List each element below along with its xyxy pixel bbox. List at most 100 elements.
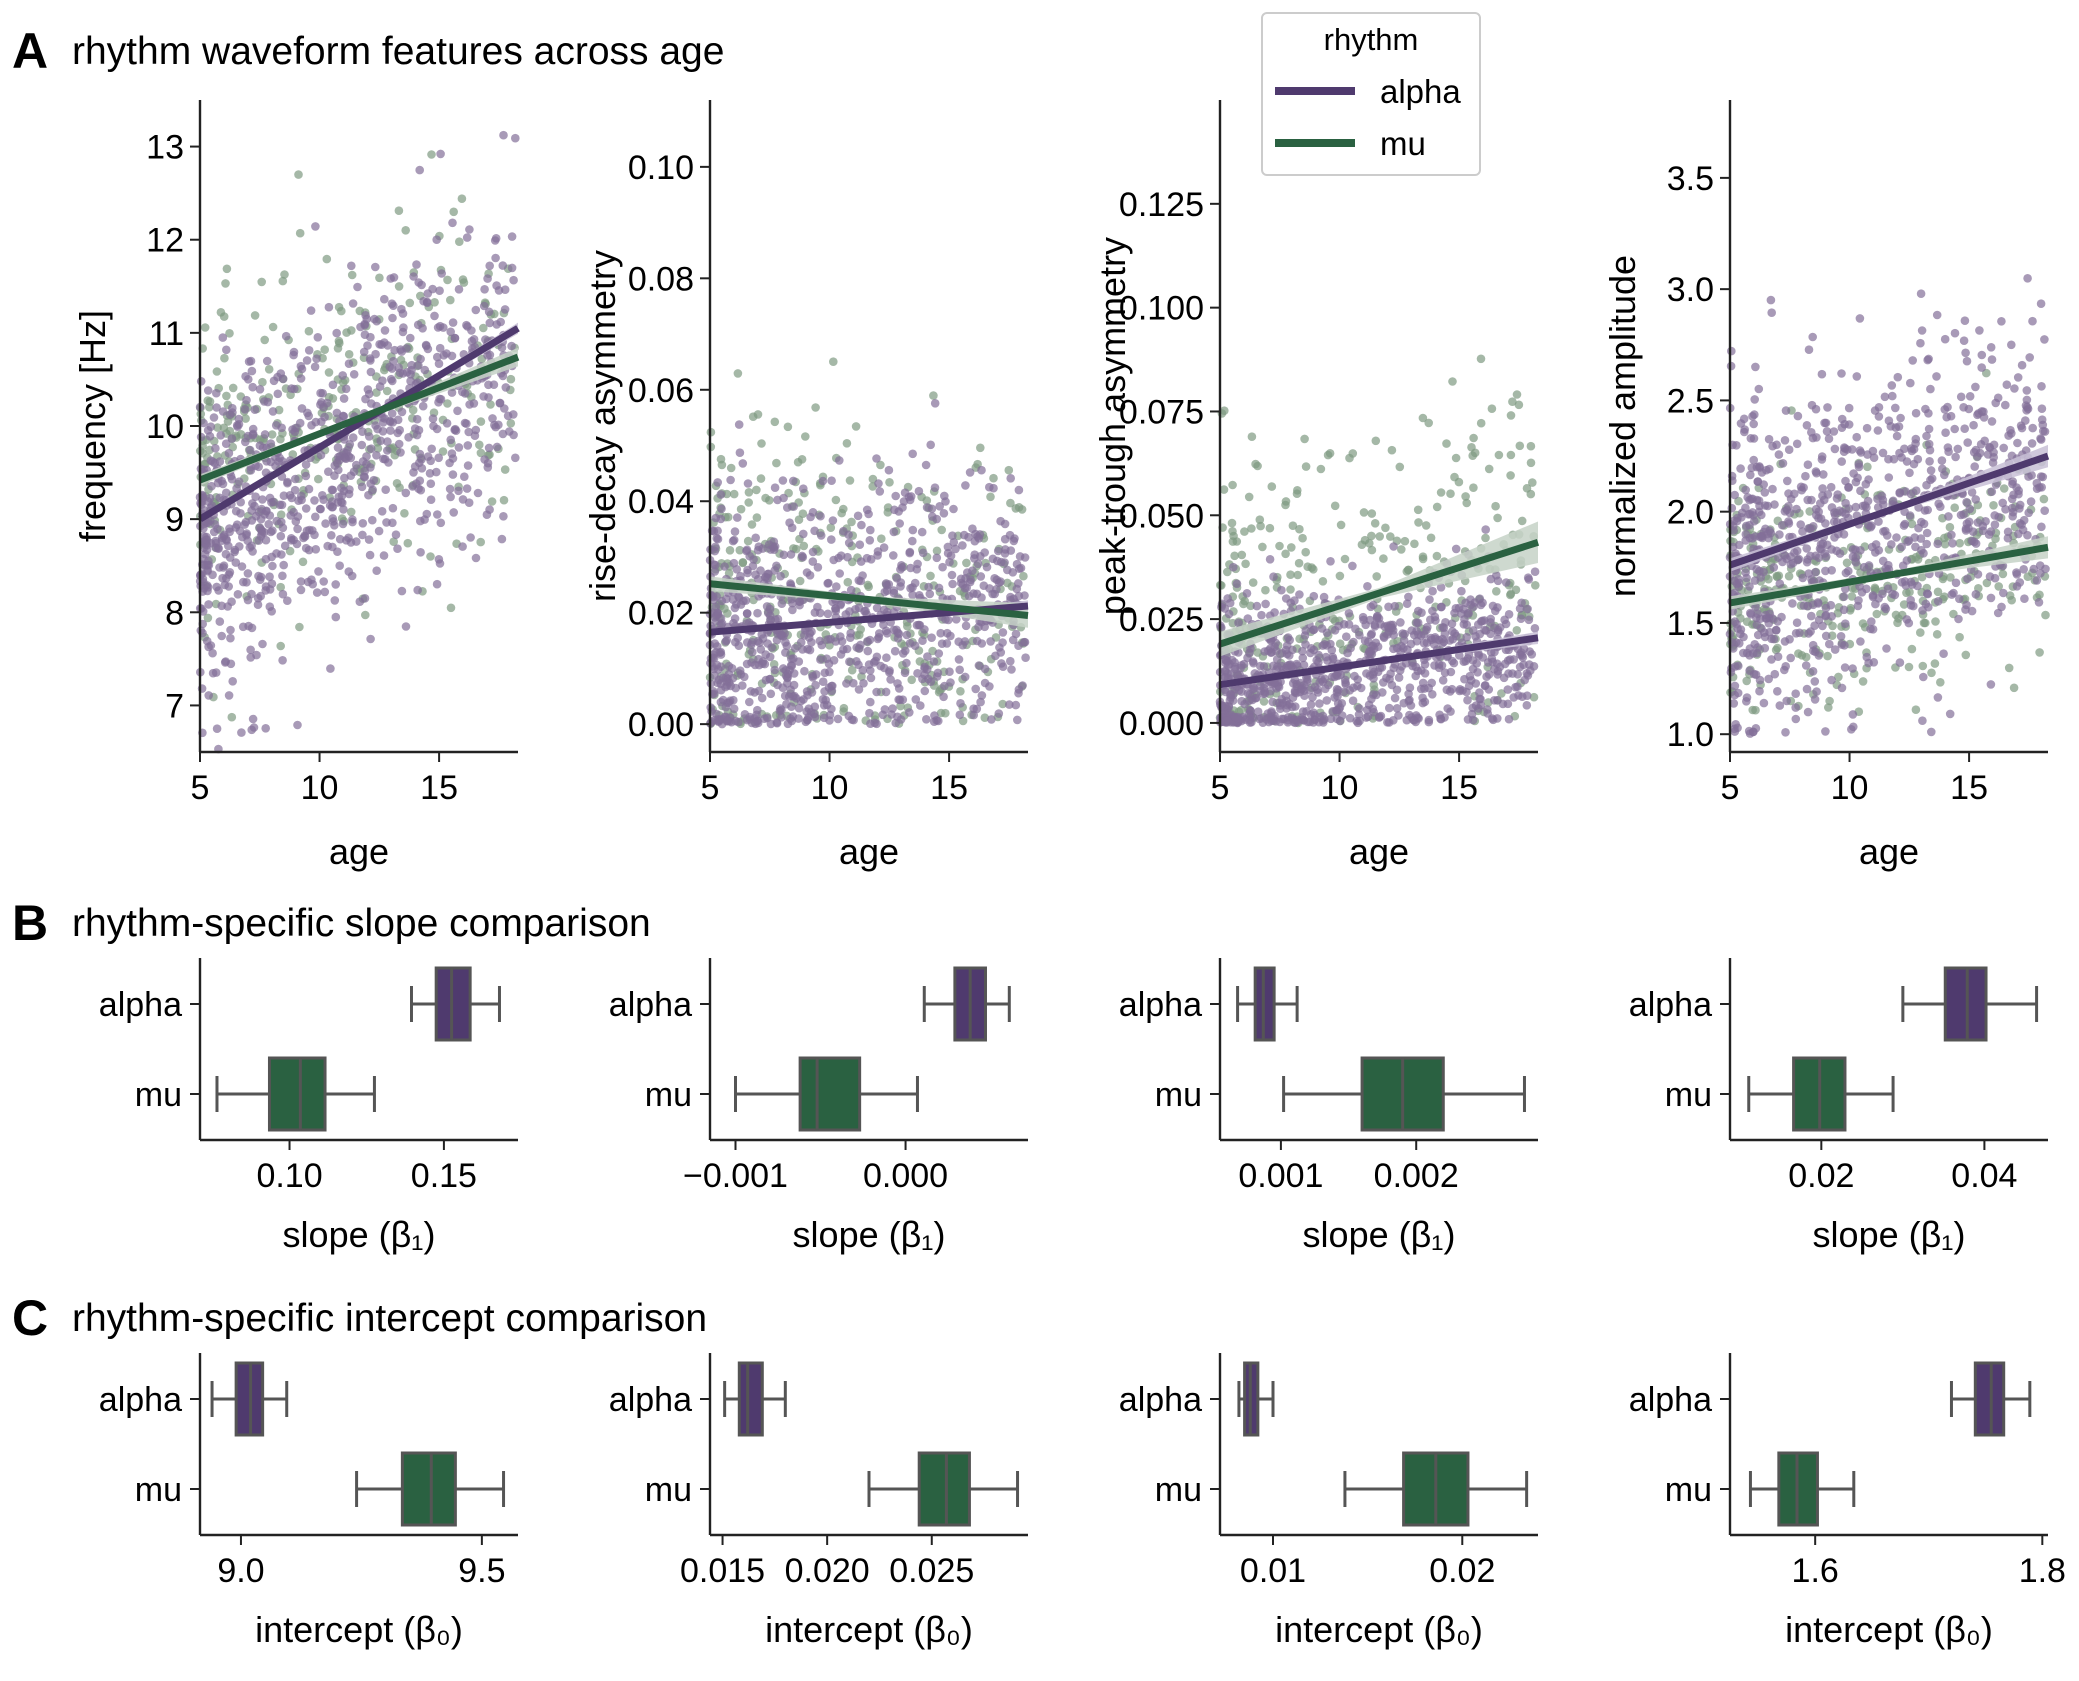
scatter-point-alpha: [1874, 412, 1884, 421]
scatter-point-alpha: [1404, 592, 1413, 602]
scatter-point-mu: [1476, 354, 1486, 364]
scatter-point-alpha: [1326, 714, 1336, 724]
scatter-point-alpha: [971, 684, 980, 694]
scatter-point-alpha: [1788, 599, 1797, 608]
scatter-point-alpha: [1855, 314, 1865, 323]
fit-line-alpha: [198, 325, 520, 523]
scatter-point-mu: [1870, 583, 1880, 593]
scatter-point-mu: [1913, 555, 1923, 564]
scatter-point-alpha: [258, 443, 268, 453]
scatter-point-mu: [347, 270, 357, 280]
scatter-point-alpha: [1239, 659, 1249, 669]
scatter-point-alpha: [1874, 517, 1883, 526]
scatter-point-alpha: [498, 429, 508, 439]
scatter-point-alpha: [1742, 521, 1751, 531]
scatter-point-alpha: [836, 551, 846, 560]
scatter-point-alpha: [924, 582, 933, 592]
scatter-point-mu: [438, 447, 448, 456]
scatter-point-alpha: [1730, 490, 1739, 500]
scatter-point-alpha: [498, 261, 508, 270]
scatter-point-alpha: [242, 529, 251, 538]
scatter-point-alpha: [358, 427, 367, 437]
scatter-point-mu: [998, 699, 1007, 709]
scatter-point-mu: [1936, 678, 1945, 687]
scatter-point-alpha: [1746, 608, 1755, 618]
scatter-point-alpha: [1318, 711, 1328, 721]
scatter-point-alpha: [946, 678, 955, 687]
scatter-point-alpha: [1950, 424, 1959, 434]
scatter-point-alpha: [484, 307, 494, 317]
scatter-point-mu: [1400, 536, 1410, 546]
scatter-point-alpha: [301, 460, 311, 469]
scatter-point-alpha: [914, 486, 924, 496]
scatter-point-alpha: [296, 585, 306, 595]
scatter-point-alpha: [2019, 565, 2028, 574]
scatter-point-alpha: [251, 511, 261, 521]
scatter-point-mu: [752, 485, 761, 495]
scatter-point-alpha: [1420, 669, 1430, 678]
scatter-point-alpha: [757, 693, 767, 703]
scatter-point-alpha: [961, 481, 970, 490]
scatter-point-alpha: [276, 531, 286, 541]
scatter-point-mu: [1359, 508, 1369, 517]
scatter-point-alpha: [1818, 621, 1827, 631]
scatter-point-mu: [1529, 692, 1539, 702]
scatter-point-alpha: [1868, 591, 1878, 600]
scatter-point-mu: [1998, 569, 2008, 579]
scatter-point-alpha: [1367, 629, 1376, 639]
y-tick-label: 0.075: [1119, 393, 1204, 431]
scatter-point-alpha: [757, 630, 767, 639]
scatter-point-alpha: [1420, 660, 1430, 669]
scatter-point-alpha: [388, 518, 397, 528]
scatter-point-alpha: [1481, 525, 1490, 534]
scatter-point-alpha: [779, 493, 788, 503]
scatter-point-alpha: [2037, 382, 2046, 391]
box-iqr: [917, 1451, 971, 1527]
scatter-point-alpha: [1427, 678, 1436, 688]
scatter-point-mu: [1011, 504, 1021, 513]
scatter-point-mu: [2035, 648, 2044, 657]
scatter-point-alpha: [1310, 715, 1319, 724]
scatter-point-alpha: [387, 299, 397, 309]
scatter-point-mu: [1497, 689, 1506, 698]
scatter-point-alpha: [987, 715, 996, 724]
scatter-point-mu: [1318, 577, 1328, 586]
scatter-point-mu: [1426, 533, 1436, 543]
scatter-point-alpha: [344, 533, 353, 543]
scatter-point-alpha: [283, 478, 292, 488]
scatter-point-mu: [1367, 545, 1377, 555]
scatter-point-mu: [1386, 532, 1395, 541]
scatter-point-mu: [394, 282, 404, 291]
scatter-point-alpha: [741, 596, 751, 605]
scatter-point-mu: [320, 345, 330, 355]
x-tick-label: 0.15: [411, 1157, 477, 1195]
scatter-point-alpha: [1010, 534, 1019, 543]
scatter-point-alpha: [1405, 683, 1415, 692]
scatter-point-mu: [1917, 572, 1927, 582]
scatter-point-alpha: [1792, 618, 1802, 627]
scatter-point-mu: [1526, 458, 1536, 468]
scatter-point-mu: [1902, 588, 1911, 598]
scatter-point-alpha: [729, 535, 739, 545]
scatter-point-alpha: [1466, 600, 1475, 610]
scatter-point-mu: [1751, 705, 1760, 715]
scatter-point-alpha: [290, 485, 300, 495]
scatter-point-alpha: [1436, 714, 1446, 724]
scatter-point-mu: [1395, 462, 1405, 472]
scatter-point-alpha: [1867, 617, 1876, 626]
scatter-point-alpha: [301, 543, 311, 553]
scatter-point-mu: [346, 507, 356, 517]
category-label-mu: mu: [1665, 1076, 1712, 1114]
scatter-point-alpha: [293, 720, 302, 730]
scatter-point-alpha: [799, 529, 808, 539]
scatter-point-alpha: [1390, 693, 1400, 703]
scatter-point-mu: [772, 458, 781, 468]
scatter-point-alpha: [1961, 526, 1971, 535]
scatter-point-alpha: [899, 497, 909, 506]
scatter-point-alpha: [1322, 641, 1331, 650]
scatter-point-alpha: [1987, 417, 1997, 426]
scatter-point-alpha: [1914, 523, 1923, 533]
scatter-point-alpha: [1499, 673, 1509, 683]
scatter-point-mu: [426, 552, 435, 561]
